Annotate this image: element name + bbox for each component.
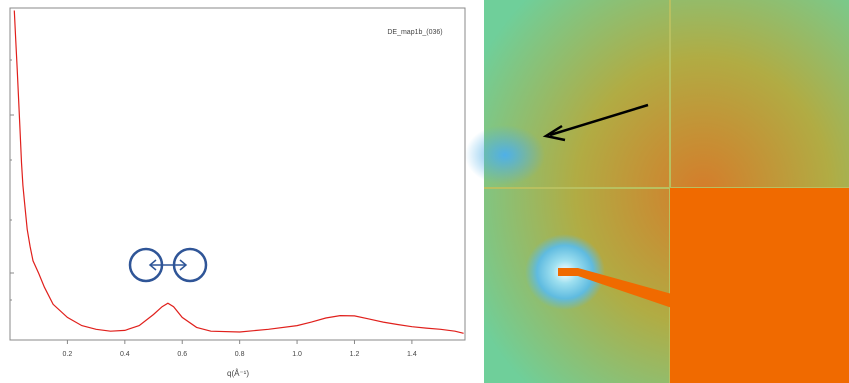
x-tick-label: 1.4 — [407, 351, 417, 358]
x-tick-label: 0.8 — [235, 351, 245, 358]
detector-image — [465, 0, 849, 383]
data-line — [13, 10, 464, 334]
plot-frame — [9, 7, 466, 341]
x-tick-label: 0.6 — [177, 351, 187, 358]
peak-annotation — [128, 247, 208, 283]
x-axis-label: q(Å⁻¹) — [227, 369, 249, 378]
y-minor-ticks — [10, 59, 14, 301]
x-tick-label: 0.4 — [120, 351, 130, 358]
x-tick-label: 1.0 — [292, 351, 302, 358]
legend-label: DE_map1b_(036) — [387, 29, 442, 36]
x-tick-label: 0.2 — [63, 351, 73, 358]
x-tick-label: 1.2 — [350, 351, 360, 358]
